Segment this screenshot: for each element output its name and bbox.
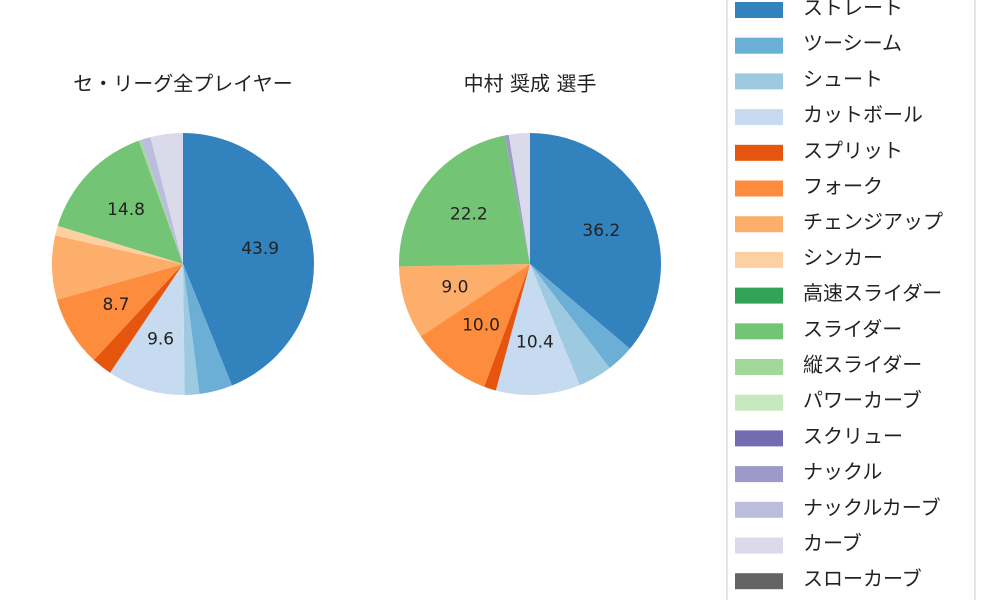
- value-label: 8.7: [102, 295, 129, 315]
- legend-swatch: [735, 466, 783, 483]
- legend-label: カットボール: [803, 103, 923, 127]
- chart-title: 中村 奨成 選手: [464, 72, 597, 96]
- legend-swatch: [735, 573, 783, 590]
- legend-swatch: [735, 501, 783, 518]
- pie-slice: [183, 133, 315, 386]
- value-label: 9.0: [441, 277, 468, 297]
- legend-label: パワーカーブ: [803, 388, 922, 412]
- pie-slice: [138, 139, 183, 264]
- legend-label: シュート: [803, 67, 883, 91]
- legend-label: スプリット: [803, 138, 903, 162]
- pie-slice: [57, 140, 183, 264]
- value-label: 43.9: [241, 239, 279, 259]
- value-label: 36.2: [582, 221, 620, 241]
- legend-swatch: [735, 394, 783, 411]
- pie-slice: [93, 264, 183, 373]
- legend-label: チェンジアップ: [803, 210, 943, 234]
- legend-label: ナックルカーブ: [803, 495, 941, 519]
- pie-slice: [504, 134, 530, 264]
- legend-swatch: [735, 537, 783, 554]
- legend-swatch: [735, 180, 783, 197]
- pie-slice: [183, 264, 232, 394]
- value-label: 10.4: [516, 332, 554, 352]
- pie-slice: [420, 264, 530, 387]
- pie-slice: [495, 264, 580, 395]
- legend-swatch: [735, 430, 783, 447]
- legend-swatch: [735, 323, 783, 340]
- pie-slice: [55, 225, 183, 264]
- value-label: 10.0: [462, 315, 500, 335]
- pie-slice: [530, 264, 610, 386]
- legend-swatch: [735, 37, 783, 54]
- legend-swatch: [735, 216, 783, 233]
- pie-slice: [508, 133, 530, 264]
- legend-swatch: [735, 144, 783, 161]
- legend-label: カーブ: [803, 531, 862, 555]
- legend-label: 高速スライダー: [803, 281, 942, 305]
- legend-label: ナックル: [803, 460, 882, 484]
- pie-slice: [399, 264, 530, 337]
- value-label: 14.8: [107, 200, 145, 220]
- legend-label: シンカー: [803, 245, 883, 269]
- pie-slice: [51, 235, 183, 300]
- value-label: 22.2: [450, 205, 488, 225]
- legend-label: ツーシーム: [803, 31, 902, 55]
- legend-swatch: [735, 2, 783, 18]
- legend-label: スライダー: [803, 317, 902, 341]
- legend-label: フォーク: [803, 174, 883, 198]
- pie-slice: [183, 264, 200, 395]
- pie-slice: [150, 133, 183, 264]
- legend-label: スローカーブ: [803, 567, 922, 591]
- pie-slice: [399, 135, 530, 267]
- chart-title: セ・リーグ全プレイヤー: [73, 72, 292, 96]
- pie-slice: [140, 137, 183, 264]
- value-label: 9.6: [147, 329, 174, 349]
- legend-label: 縦スライダー: [803, 353, 922, 377]
- legend-swatch: [735, 287, 783, 304]
- pie-slice: [56, 264, 183, 361]
- pie-slice: [110, 264, 185, 395]
- pie-slice: [530, 264, 630, 369]
- legend-swatch: [735, 359, 783, 375]
- legend-label: スクリュー: [803, 424, 903, 448]
- pie-slice: [530, 133, 661, 349]
- legend-swatch: [735, 251, 783, 268]
- legend-label: ストレート: [803, 0, 903, 20]
- pie-slice: [484, 264, 530, 391]
- legend-swatch: [735, 109, 783, 126]
- legend-swatch: [735, 73, 783, 90]
